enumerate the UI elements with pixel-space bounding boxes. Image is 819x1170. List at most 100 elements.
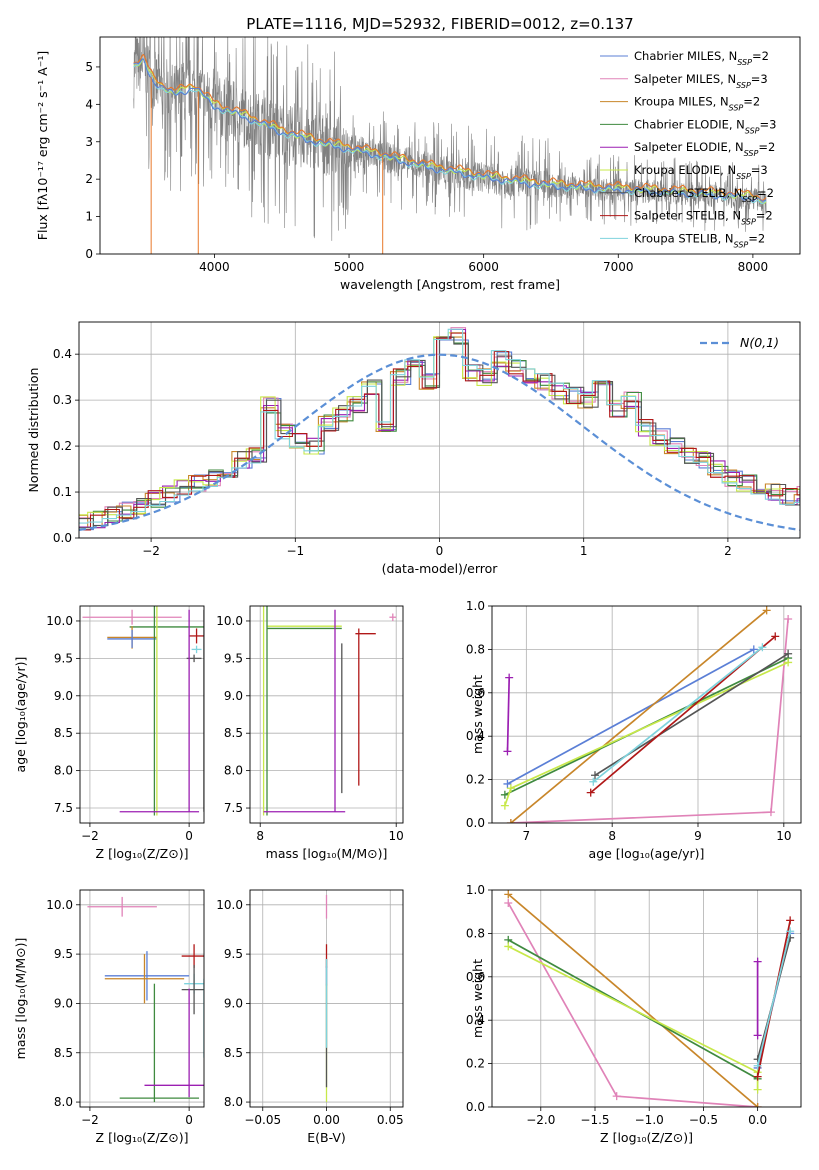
y-tick-label: 0.2 <box>466 1057 485 1071</box>
normal-legend-label: N(0,1) <box>740 335 779 350</box>
legend-label: Kroupa ELODIE, NSSP=3 <box>634 163 768 181</box>
weight-line-kroupa-miles <box>507 893 759 1107</box>
y-tick-label: 0.0 <box>466 816 485 830</box>
histogram-step-salpeter-stelib <box>79 332 800 531</box>
y-axis-label: age [log₁₀(age/yr)] <box>13 657 28 773</box>
x-tick-label: −2 <box>81 829 99 843</box>
weight-marker <box>505 673 514 682</box>
weight-marker <box>753 1085 762 1094</box>
y-tick-label: 0.2 <box>466 773 485 787</box>
y-tick-label: 8.0 <box>224 764 243 778</box>
figure-title: PLATE=1116, MJD=52932, FIBERID=0012, z=0… <box>246 15 633 33</box>
y-tick-label: 8.5 <box>224 726 243 740</box>
legend-label: Chabrier MILES, NSSP=2 <box>634 49 769 67</box>
weight-line-salpeter-elodie <box>506 677 511 752</box>
y-axis-label: Normed distribution <box>26 368 41 493</box>
plot-area-age_vs_Z <box>80 606 204 823</box>
axes-frame <box>249 889 404 1108</box>
x-tick-label: 0.00 <box>313 1113 340 1127</box>
x-tick-label: 10 <box>389 829 404 843</box>
x-tick-label: 1 <box>580 544 588 558</box>
x-tick-label: 2 <box>724 544 732 558</box>
panel-age_vs_mass: 8 10 7.5 8.0 8.5 9.0 9.5 10.0 mass [log₁₀(M/M⊙)] <box>216 605 404 861</box>
weight-line-kroupa-miles <box>510 609 768 823</box>
weight-line-kroupa-stelib <box>756 930 792 1067</box>
plot-area-residuals <box>79 322 800 538</box>
x-tick-label: 8 <box>256 829 264 843</box>
weight-marker <box>753 1103 762 1107</box>
y-tick-label: 0.6 <box>466 686 485 700</box>
normal-curve <box>79 353 800 531</box>
y-tick-label: 0 <box>85 247 93 261</box>
axes-frame <box>79 605 205 824</box>
weight-marker <box>500 790 509 799</box>
weight-marker <box>758 643 767 652</box>
y-tick-label: 0.1 <box>53 485 72 499</box>
y-tick-label: 7.5 <box>54 801 73 815</box>
weight-marker <box>784 649 793 658</box>
weight-marker <box>762 606 771 615</box>
weight-marker <box>771 632 780 641</box>
panel-residuals: −2 −1 0 1 2 0.0 0.1 0.2 0.3 0.4 (data-model)/error… <box>26 321 801 576</box>
y-tick-label: 10.0 <box>46 614 73 628</box>
y-axis-label: Flux [fλ10⁻¹⁷ erg cm⁻² s⁻¹ A⁻¹] <box>35 51 50 240</box>
y-tick-label: 8.0 <box>54 764 73 778</box>
weight-marker <box>500 801 509 810</box>
x-tick-label: 4000 <box>199 260 230 274</box>
weight-line-kroupa-elodie <box>507 945 759 1090</box>
panel-weight_vs_Z: −2.0 −1.5 −1.0 −0.5 0.0 0.0 0.2 0.4 0.6 0.8 1.0 Z [… <box>466 883 802 1145</box>
panel-spectrum: 4000 5000 6000 7000 8000 0 1 2 3 4 5 wavelength [An… <box>35 36 801 292</box>
y-tick-label: 1.0 <box>466 599 485 613</box>
axes-frame <box>491 605 802 824</box>
y-tick-label: 5 <box>85 60 93 74</box>
histogram-step-chabrier-stelib <box>79 336 800 527</box>
weight-marker <box>749 645 758 654</box>
weight-marker <box>766 808 775 817</box>
x-tick-label: −1.0 <box>635 1113 664 1127</box>
weight-marker <box>586 788 595 797</box>
x-axis-label: Z [log₁₀(Z/Z⊙)] <box>96 1130 189 1145</box>
spectrum-model-line <box>133 53 767 201</box>
weight-marker <box>753 957 762 966</box>
histogram-step-salpeter-miles <box>79 327 800 519</box>
y-tick-label: 1.0 <box>466 883 485 897</box>
weight-marker <box>784 615 793 624</box>
y-tick-label: 7.5 <box>224 801 243 815</box>
legend-label: Chabrier STELIB, NSSP=2 <box>634 186 774 204</box>
histogram-step-chabrier-elodie <box>79 336 800 529</box>
weight-line-chabrier-miles <box>507 648 755 785</box>
weight-marker <box>784 658 793 667</box>
axes-frame <box>79 889 205 1108</box>
y-tick-label: 9.5 <box>54 947 73 961</box>
y-tick-label: 0.2 <box>53 439 72 453</box>
x-tick-label: 7 <box>523 829 531 843</box>
x-tick-label: 9 <box>694 829 702 843</box>
spectrum-model-line <box>133 58 767 202</box>
weight-marker <box>504 942 513 951</box>
y-axis-label: mass weight <box>470 675 485 754</box>
y-tick-label: 0.8 <box>466 926 485 940</box>
x-tick-label: 8000 <box>738 260 769 274</box>
y-tick-label: 9.0 <box>54 996 73 1010</box>
y-tick-label: 3 <box>85 135 93 149</box>
plot-area-mass_vs_EBV <box>250 890 403 1107</box>
weight-marker <box>503 779 512 788</box>
panel-mass_vs_EBV: −0.05 0.00 0.05 8.0 8.5 9.0 9.5 10.0 E(B-V) <box>216 889 404 1145</box>
y-axis-label: mass [log₁₀(M/M⊙)] <box>13 938 28 1060</box>
y-tick-label: 0.0 <box>53 531 72 545</box>
y-tick-label: 0.4 <box>466 1013 485 1027</box>
x-tick-label: 5000 <box>334 260 365 274</box>
panel-age_vs_Z: −2 0 7.5 8.0 8.5 9.0 9.5 10.0 Z [log₁₀(Z/Z⊙)] age… <box>13 605 205 861</box>
plot-area-age_vs_mass <box>250 606 403 823</box>
y-tick-label: 0.6 <box>466 970 485 984</box>
y-tick-label: 0.4 <box>466 729 485 743</box>
y-tick-label: 2 <box>85 172 93 186</box>
weight-marker <box>753 1072 762 1081</box>
weight-line-kroupa-stelib <box>592 646 763 783</box>
x-tick-label: 0.0 <box>748 1113 767 1127</box>
histogram-step-kroupa-stelib <box>79 328 800 524</box>
x-axis-label: mass [log₁₀(M/M⊙)] <box>266 846 388 861</box>
y-axis-label: mass weight <box>470 959 485 1038</box>
y-tick-label: 10.0 <box>216 614 243 628</box>
